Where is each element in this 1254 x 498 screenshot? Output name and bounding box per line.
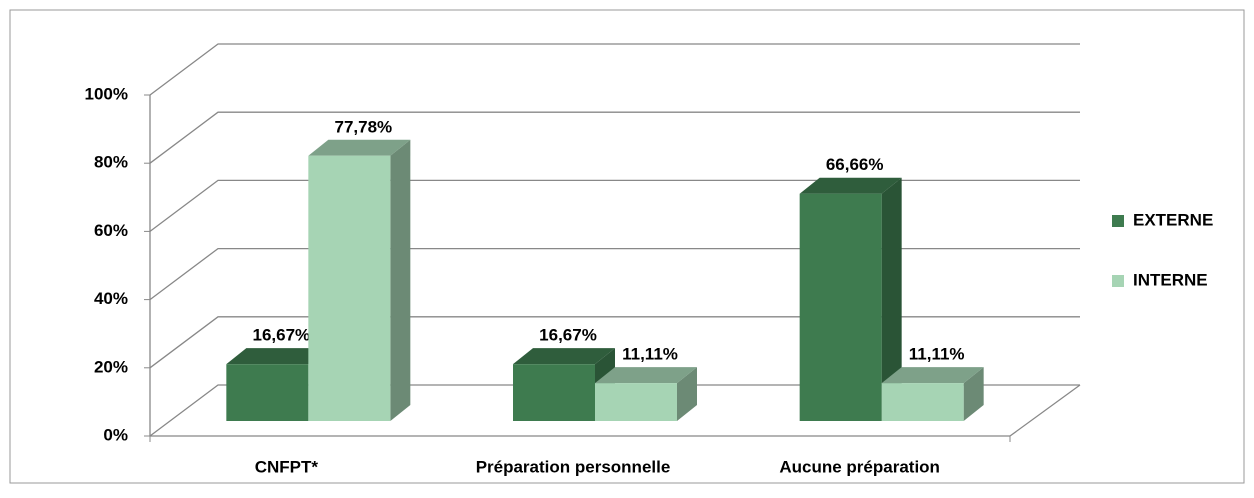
y-tick-label: 40% — [94, 289, 128, 308]
bar-top — [799, 177, 902, 194]
bar — [881, 383, 964, 421]
value-label: 16,67% — [539, 326, 597, 345]
bar-side — [881, 177, 902, 421]
x-tick-label: Aucune préparation — [779, 457, 940, 476]
bar-top — [513, 348, 615, 365]
grid-line — [149, 111, 1080, 164]
value-label: 16,67% — [252, 326, 310, 345]
grid-line — [149, 316, 1080, 369]
bar-side — [677, 367, 697, 421]
x-tick-label: Préparation personnelle — [476, 457, 671, 476]
bar-top — [881, 367, 984, 384]
legend-label: INTERNE — [1133, 270, 1208, 289]
legend-swatch — [1112, 215, 1124, 227]
y-tick-label: 80% — [94, 153, 128, 172]
value-label: 11,11% — [909, 345, 965, 364]
bar — [595, 383, 677, 421]
grid-line — [149, 384, 1080, 437]
value-label: 11,11% — [622, 345, 678, 364]
y-tick-label: 0% — [103, 425, 128, 444]
y-tick-label: 100% — [85, 84, 128, 103]
y-tick-label: 20% — [94, 357, 128, 376]
bar — [308, 155, 391, 421]
y-tick-label: 60% — [94, 221, 128, 240]
value-label: 77,78% — [334, 117, 392, 136]
floor-right — [1009, 384, 1081, 437]
bar-top — [308, 139, 411, 156]
bar — [513, 364, 595, 421]
grid-line — [149, 43, 1080, 96]
grid-line — [149, 179, 1080, 232]
bar-top — [595, 367, 697, 384]
legend-swatch — [1112, 275, 1124, 287]
grid-line — [149, 247, 1080, 301]
bar-top — [226, 348, 329, 365]
x-tick-label: CNFPT* — [255, 457, 319, 476]
bar-side — [963, 367, 984, 421]
bar — [799, 193, 882, 421]
value-label: 66,66% — [826, 155, 884, 174]
bar-side — [390, 139, 411, 421]
legend-label: EXTERNE — [1133, 210, 1213, 229]
bar — [226, 364, 309, 421]
